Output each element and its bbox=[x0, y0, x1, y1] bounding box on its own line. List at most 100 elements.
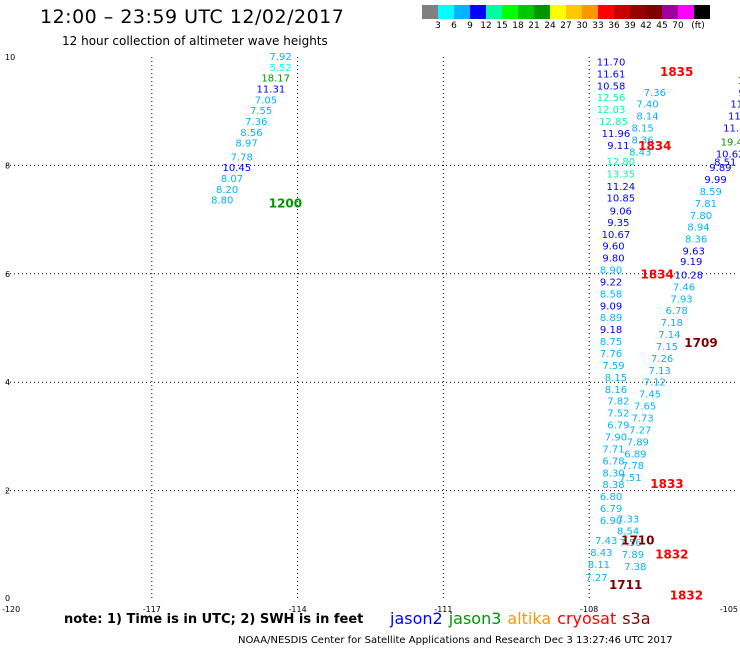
wave-height-value: 7.59 bbox=[602, 361, 624, 372]
y-tick-label: 4 bbox=[5, 378, 10, 387]
color-scale-labels: 3 6 9 12 15 18 21 24 27 30 33 36 39 42 45 70 (ft) bbox=[422, 21, 740, 33]
legend-swatch bbox=[598, 5, 614, 19]
wave-height-value: 11.83 bbox=[728, 112, 740, 123]
wave-height-value: 6.80 bbox=[600, 492, 622, 503]
page-title: 12:00 – 23:59 UTC 12/02/2017 bbox=[40, 6, 345, 28]
wave-height-value: 7.33 bbox=[617, 514, 639, 525]
time-label: 1834 bbox=[641, 267, 674, 281]
wave-height-value: 8.94 bbox=[687, 223, 709, 234]
legend-swatch bbox=[486, 5, 502, 19]
legend-label: 39 bbox=[624, 21, 636, 31]
wave-height-value: 10.85 bbox=[606, 193, 635, 204]
wave-height-value: 7.43 bbox=[595, 536, 617, 547]
legend-label: 70 bbox=[672, 21, 684, 31]
wave-height-value: 8.14 bbox=[636, 112, 658, 123]
wave-height-value: 13.35 bbox=[606, 170, 635, 181]
wave-height-value: 8.38 bbox=[602, 480, 624, 491]
x-tick-label: -108 bbox=[580, 605, 598, 614]
x-tick-label: -105 bbox=[720, 605, 738, 614]
legend-label: 36 bbox=[608, 21, 620, 31]
time-label: 1832 bbox=[655, 548, 688, 562]
legend-label: 42 bbox=[640, 21, 652, 31]
wave-height-value: 9.65 bbox=[738, 88, 740, 99]
y-tick-label: 10 bbox=[5, 53, 15, 62]
time-label: 1200 bbox=[269, 196, 302, 210]
legend-swatch bbox=[534, 5, 550, 19]
legend-label: 27 bbox=[560, 21, 572, 31]
wave-height-value: 8.75 bbox=[600, 337, 622, 348]
wave-height-value: 11.96 bbox=[602, 129, 631, 140]
wave-height-value: 7.73 bbox=[632, 414, 654, 425]
wave-height-value: 8.80 bbox=[211, 196, 233, 207]
wave-height-value: 5.52 bbox=[269, 63, 291, 74]
legend-label: 33 bbox=[592, 21, 604, 31]
map-grid bbox=[6, 57, 735, 599]
credit-line: NOAA/NESDIS Center for Satellite Applica… bbox=[238, 635, 673, 646]
wave-height-value: 10.45 bbox=[223, 163, 252, 174]
wave-height-value: 7.46 bbox=[673, 282, 695, 293]
legend-swatch bbox=[646, 5, 662, 19]
wave-height-value: 8.51 bbox=[714, 158, 736, 169]
wave-height-value: 7.78 bbox=[231, 152, 253, 163]
wave-height-value: 9.22 bbox=[600, 277, 622, 288]
legend-label: 21 bbox=[528, 21, 540, 31]
wave-height-value: 11.33 bbox=[723, 124, 740, 135]
wave-height-value: 9.60 bbox=[602, 242, 624, 253]
wave-height-value: 8.11 bbox=[588, 560, 610, 571]
wave-height-value: 8.16 bbox=[605, 385, 627, 396]
legend-swatch bbox=[694, 5, 710, 19]
wave-height-value: 11.70 bbox=[597, 57, 626, 68]
wave-height-value: 6.90 bbox=[600, 516, 622, 527]
wave-height-value: 8.15 bbox=[632, 124, 654, 135]
wave-height-value: 8.89 bbox=[600, 313, 622, 324]
legend-swatch bbox=[454, 5, 470, 19]
wave-height-value: 9.89 bbox=[709, 163, 731, 174]
time-label: 1709 bbox=[684, 336, 717, 350]
y-tick-label: 8 bbox=[5, 161, 10, 170]
wave-height-value: 7.18 bbox=[661, 318, 683, 329]
wave-height-value: 9.99 bbox=[704, 175, 726, 186]
wave-height-value: 7.76 bbox=[600, 349, 622, 360]
wave-height-value: 10.28 bbox=[675, 270, 704, 281]
wave-height-value: 11.24 bbox=[606, 182, 635, 193]
satellite-label-s3a: s3a bbox=[622, 609, 651, 628]
wave-height-value: 8.90 bbox=[600, 266, 622, 277]
time-label: 1833 bbox=[650, 477, 683, 491]
legend-swatch bbox=[438, 5, 454, 19]
wave-height-value: 8.20 bbox=[216, 185, 238, 196]
color-scale-legend bbox=[422, 5, 710, 19]
wave-height-value: 9.06 bbox=[610, 206, 632, 217]
x-tick-label: -114 bbox=[289, 605, 307, 614]
data-points: 7.925.5218.1711.317.057.557.368.568.977.… bbox=[211, 52, 740, 584]
wave-height-value: 8.43 bbox=[590, 548, 612, 559]
satellite-label-jason2: jason2 bbox=[390, 609, 443, 628]
wave-height-value: 7.26 bbox=[651, 354, 673, 365]
wave-height-value: 8.30 bbox=[602, 468, 624, 479]
legend-swatch bbox=[550, 5, 566, 19]
wave-height-value: 7.36 bbox=[644, 88, 666, 99]
wave-height-value: 9.18 bbox=[600, 325, 622, 336]
wave-height-value: 7.38 bbox=[624, 562, 646, 573]
wave-height-value: 9.19 bbox=[680, 257, 702, 268]
wave-height-value: 8.36 bbox=[685, 235, 707, 246]
legend-label: 3 bbox=[435, 21, 441, 31]
legend-swatch bbox=[614, 5, 630, 19]
satellite-label-altika: altika bbox=[507, 609, 552, 628]
wave-height-value: 7.93 bbox=[670, 294, 692, 305]
wave-height-value: 7.89 bbox=[622, 550, 644, 561]
wave-height-value: 7.78 bbox=[622, 461, 644, 472]
time-label: 1711 bbox=[609, 578, 642, 592]
page-subtitle: 12 hour collection of altimeter wave hei… bbox=[62, 34, 328, 48]
legend-label: 45 bbox=[656, 21, 668, 31]
wave-height-value: 7.27 bbox=[585, 573, 607, 584]
wave-height-value: 10.67 bbox=[602, 230, 631, 241]
satellite-label-cryosat: cryosat bbox=[557, 609, 617, 628]
legend-label: 6 bbox=[451, 21, 457, 31]
wave-height-value: 7.45 bbox=[639, 390, 661, 401]
axis-ticks: -120 -117 -114 -111 -108 -105 0 2 4 6 8 10 bbox=[2, 53, 738, 614]
legend-swatch bbox=[566, 5, 582, 19]
wave-height-value: 12.80 bbox=[606, 157, 635, 168]
wave-height-value: 18.17 bbox=[261, 74, 290, 85]
wave-height-value: 8.43 bbox=[629, 147, 651, 158]
